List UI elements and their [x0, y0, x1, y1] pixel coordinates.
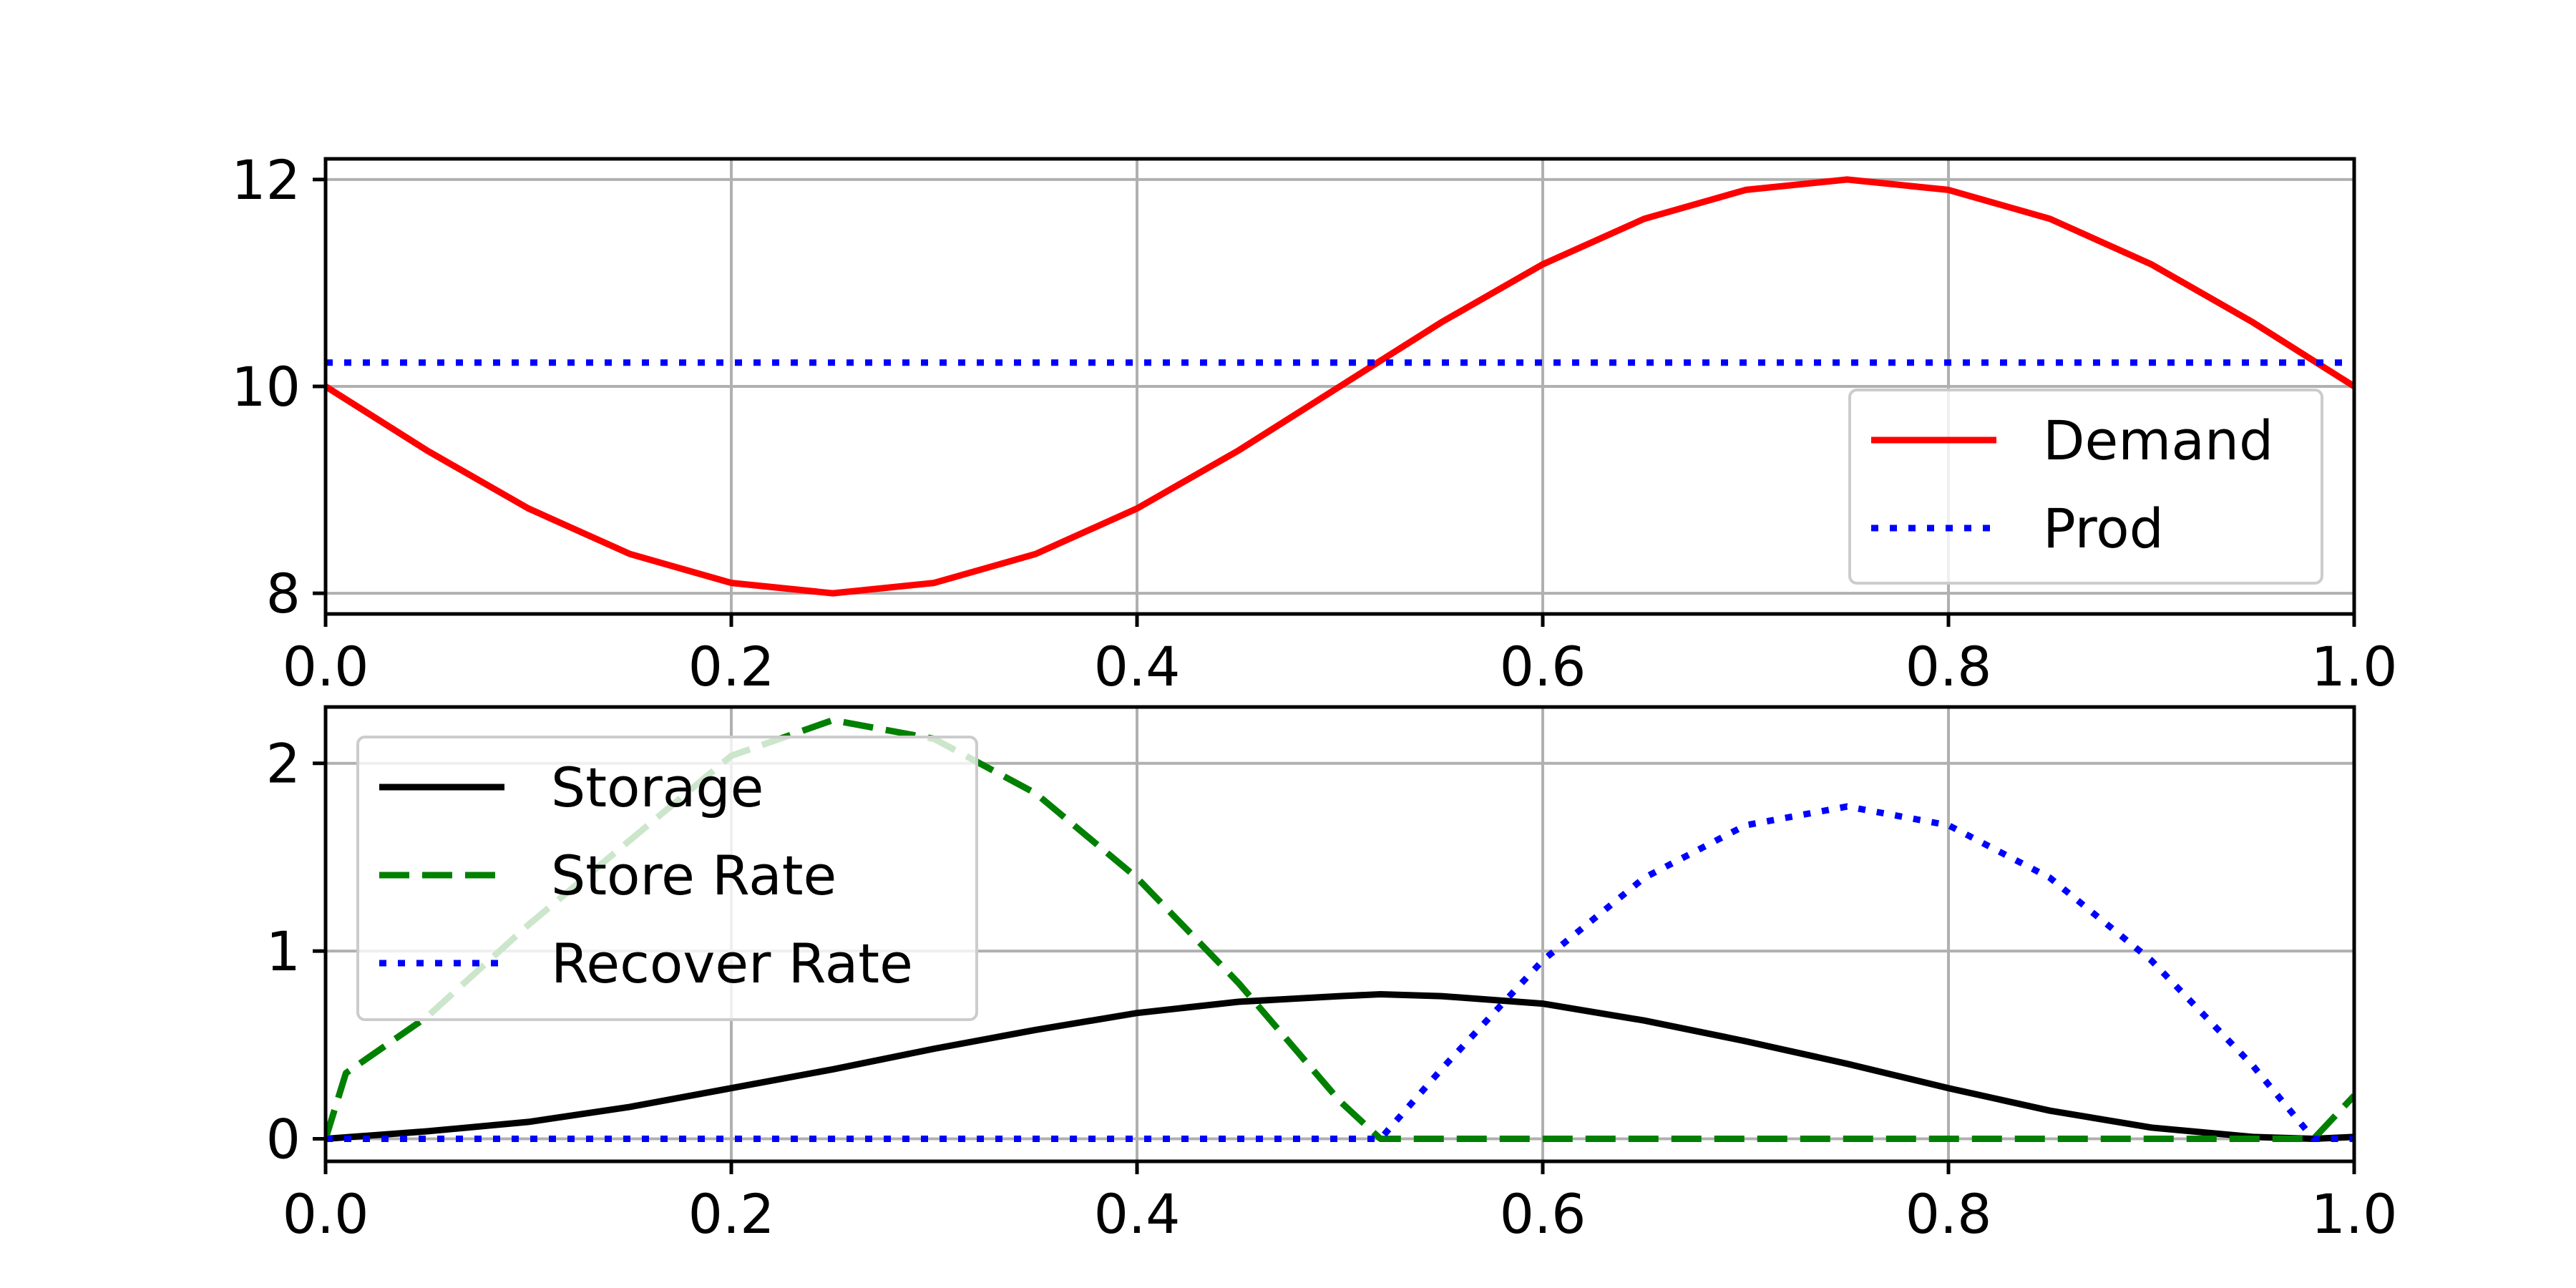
y-tick-label: 8	[266, 562, 301, 625]
legend-label: Prod	[2043, 497, 2164, 560]
x-tick-label: 0.4	[1094, 635, 1181, 698]
x-tick-label: 0.8	[1906, 1182, 1992, 1246]
x-tick-label: 0.2	[688, 635, 775, 698]
legend-box	[356, 736, 978, 1021]
legend: Storage Store Rate Recover Rate	[356, 736, 978, 1021]
x-tick-label: 0.0	[283, 635, 369, 698]
x-tick-label: 0.0	[283, 1182, 369, 1246]
legend-label: Store Rate	[551, 844, 836, 907]
legend-label: Recover Rate	[551, 932, 913, 995]
chart-panel-2: 0.0 0.2 0.4 0.6 0.8 1.0 0 1 2 Storage Store Rate Re…	[266, 705, 2398, 1246]
x-tick-label: 0.2	[688, 1182, 775, 1246]
series-line-recover-rate	[326, 803, 2354, 1142]
y-tick-label: 10	[231, 355, 301, 419]
x-tick-label: 1.0	[2311, 1182, 2398, 1246]
legend-label: Demand	[2043, 409, 2273, 472]
chart-panel-1: 0.0 0.2 0.4 0.6 0.8 1.0 8 10 12 Demand Prod	[231, 148, 2397, 698]
y-tick-label: 1	[266, 919, 301, 983]
x-tick-label: 1.0	[2311, 635, 2398, 698]
y-tick-label: 12	[231, 148, 301, 212]
x-tick-label: 0.6	[1500, 635, 1586, 698]
x-tick-label: 0.8	[1906, 635, 1992, 698]
legend-label: Storage	[551, 756, 763, 819]
series-line-storage	[326, 991, 2354, 1142]
legend: Demand Prod	[1848, 389, 2323, 585]
x-tick-label: 0.6	[1500, 1182, 1586, 1246]
series-group	[326, 176, 2354, 597]
x-tick-label: 0.4	[1094, 1182, 1181, 1246]
y-tick-label: 0	[266, 1108, 301, 1171]
series-line-demand	[326, 176, 2354, 597]
axes-frame	[323, 705, 2356, 1163]
y-tick-label: 2	[266, 732, 301, 796]
